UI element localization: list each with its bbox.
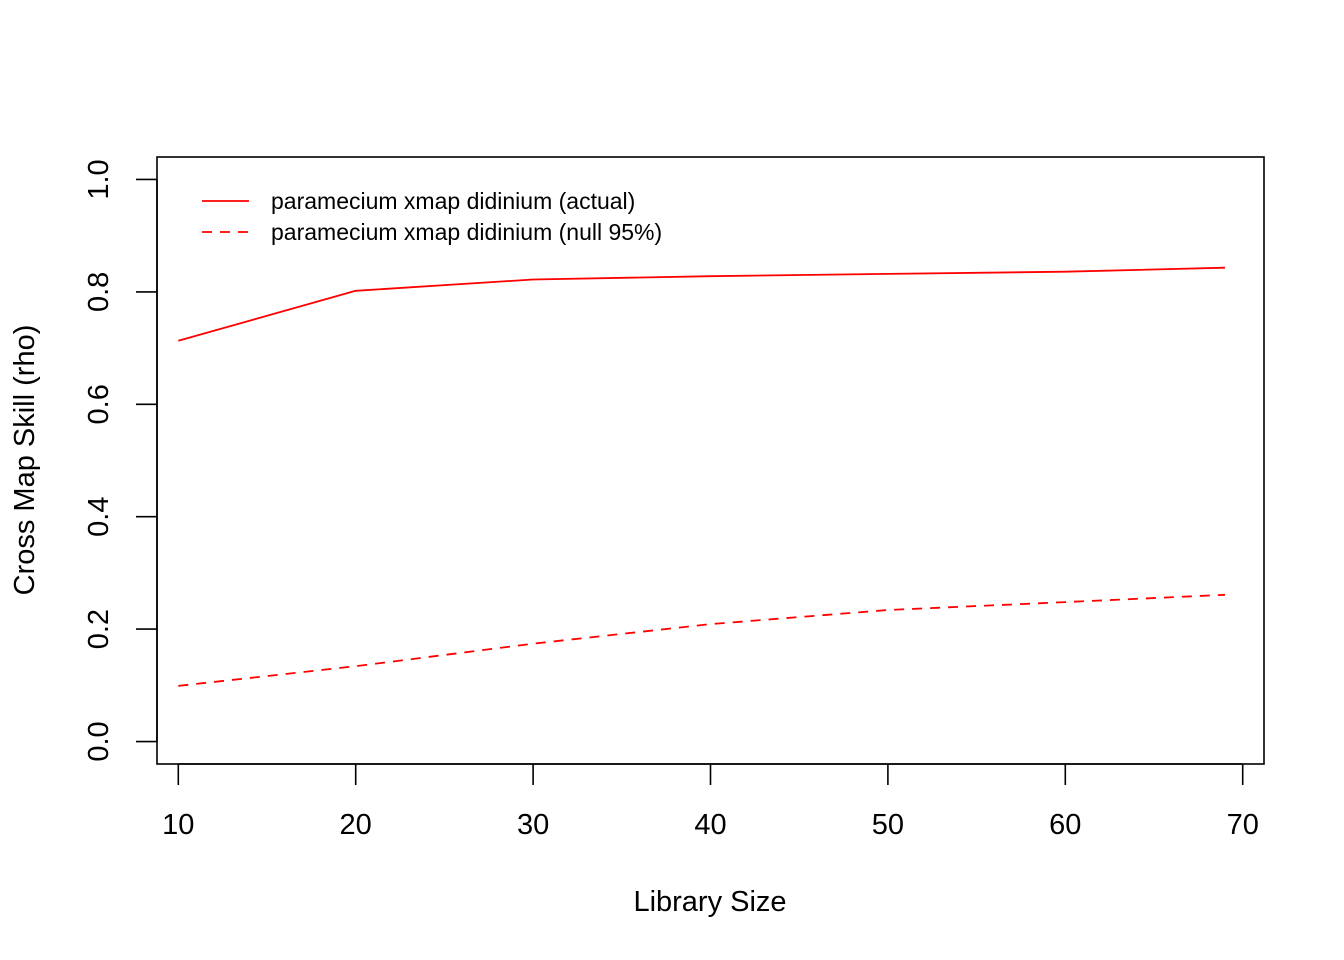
x-tick-label: 60 [1049,809,1081,841]
series-line-2 [178,593,1226,687]
x-tick-label: 10 [162,809,194,841]
x-tick-label: 50 [872,809,904,841]
y-axis: 0.0 0.2 0.4 0.6 0.8 1.0 [83,159,158,762]
series-layer [178,266,1226,687]
x-tick-label: 20 [340,809,372,841]
legend-label-2: paramecium xmap didinium (null 95%) [271,219,662,245]
plot-frame [156,156,1265,765]
y-tick-label: 0.4 [83,497,115,537]
x-tick-label: 30 [517,809,549,841]
series-line-1 [178,266,1226,342]
x-axis: 10 20 30 40 50 60 70 [162,763,1259,841]
y-tick-label: 0.8 [83,272,115,312]
legend-label-1: paramecium xmap didinium (actual) [271,188,635,214]
y-tick-label: 0.0 [83,721,115,761]
y-tick-label: 1.0 [83,159,115,199]
x-tick-label: 40 [694,809,726,841]
x-axis-title: Library Size [633,886,786,918]
y-axis-title: Cross Map Skill (rho) [9,325,41,596]
y-tick-label: 0.2 [83,609,115,649]
x-tick-label: 70 [1227,809,1259,841]
y-tick-label: 0.6 [83,384,115,424]
legend: paramecium xmap didinium (actual) paramec… [202,188,662,245]
